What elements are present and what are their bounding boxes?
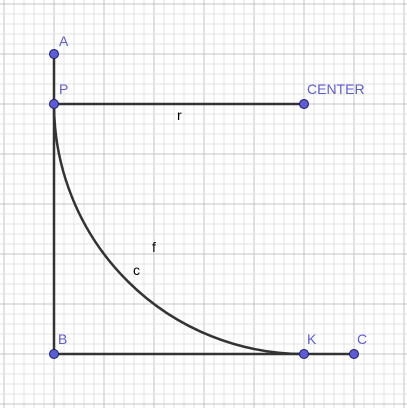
point-label-b: B bbox=[58, 331, 67, 347]
point-label-p: P bbox=[59, 81, 68, 97]
arc-c[interactable] bbox=[52, 103, 305, 356]
segment-label-r: r bbox=[177, 107, 182, 123]
point-p[interactable] bbox=[49, 99, 59, 109]
point-c[interactable] bbox=[349, 349, 359, 359]
point-k[interactable] bbox=[299, 349, 309, 359]
point-label-center: CENTER bbox=[307, 81, 365, 97]
point-center[interactable] bbox=[299, 99, 309, 109]
point-a[interactable] bbox=[49, 49, 59, 59]
point-label-k: K bbox=[307, 331, 317, 347]
label-f: f bbox=[152, 239, 156, 255]
point-label-a: A bbox=[59, 33, 69, 49]
arc-label-c: c bbox=[133, 262, 140, 278]
point-label-c: C bbox=[357, 331, 367, 347]
point-b[interactable] bbox=[49, 349, 59, 359]
